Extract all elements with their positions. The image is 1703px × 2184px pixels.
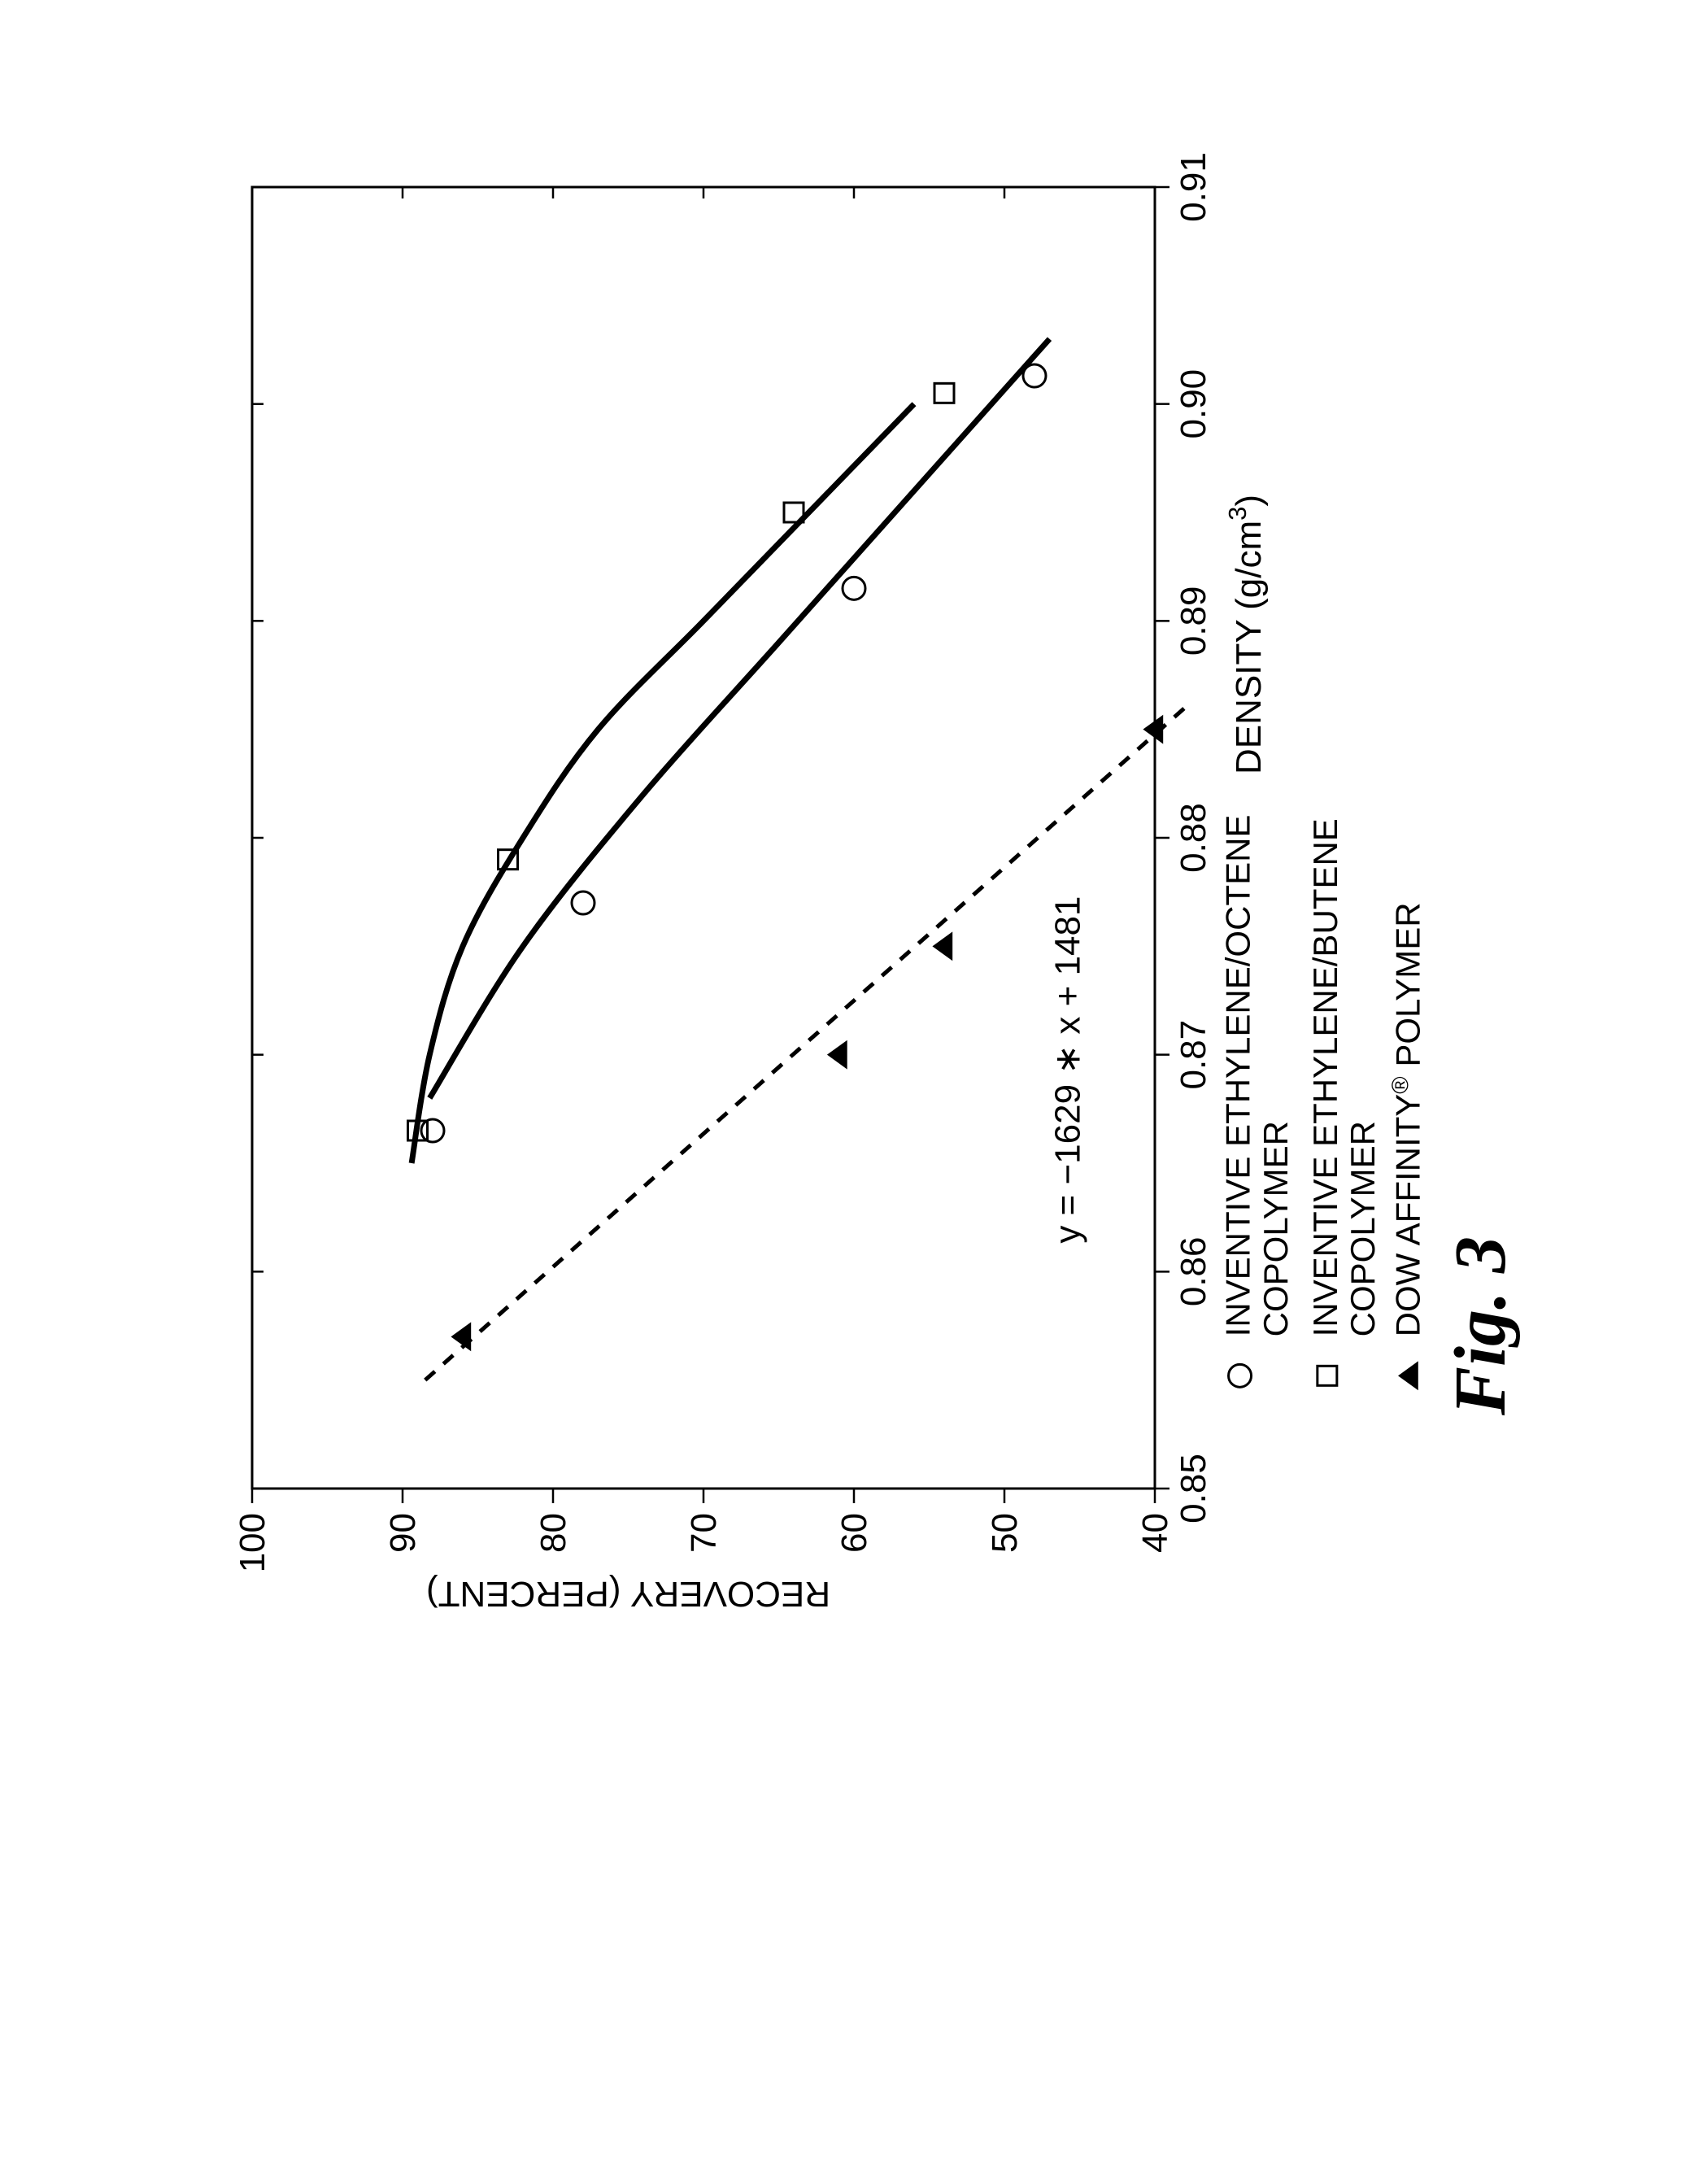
x-tick-label: 0.88: [1174, 803, 1213, 873]
x-tick-label: 0.91: [1174, 152, 1213, 222]
legend-marker-0: [1229, 1364, 1252, 1387]
series-1-point-3: [934, 383, 954, 403]
legend-label-1-l2: COPOLYMER: [1344, 1121, 1382, 1336]
x-tick-label: 0.85: [1174, 1454, 1213, 1524]
series-0-point-3: [1023, 364, 1046, 387]
x-tick-label: 0.90: [1174, 369, 1213, 439]
regression-equation: y = −1629 ∗ x + 1481: [1048, 896, 1088, 1244]
plot-border: [252, 187, 1155, 1489]
series-2-point-3: [1144, 717, 1162, 743]
legend-marker-1: [1318, 1366, 1337, 1385]
chart-svg: 0.85 0.86 0.87 0.88 0.89 0.90 0.91 40 50 60 70 80 90…: [33, 33, 1670, 2151]
series-2-point-1: [829, 1042, 847, 1068]
series-line-0: [429, 339, 1049, 1098]
legend-label-0-l2: COPOLYMER: [1257, 1121, 1295, 1336]
legend-marker-2: [1400, 1362, 1418, 1388]
y-axis-label: RECOVERY (PERCENT): [426, 1574, 830, 1614]
series-0-point-1: [572, 891, 595, 914]
figure-label: Fig. 3: [1440, 1236, 1521, 1416]
y-tick-label: 50: [985, 1513, 1025, 1553]
series-0-point-0: [421, 1119, 444, 1142]
y-tick-label: 60: [834, 1513, 874, 1553]
legend-label-1-l1: INVENTIVE ETHYLENE/BUTENE: [1306, 818, 1344, 1336]
series-0-point-2: [843, 577, 865, 599]
legend-label-2-l1: DOW AFFINITY® POLYMER: [1388, 902, 1427, 1336]
y-tick-label: 70: [684, 1513, 724, 1553]
figure-container: 0.85 0.86 0.87 0.88 0.89 0.90 0.91 40 50 60 70 80 90…: [33, 33, 1670, 2151]
series-2-point-2: [934, 933, 952, 959]
x-tick-label: 0.87: [1174, 1020, 1213, 1090]
x-tick-label: 0.86: [1174, 1237, 1213, 1307]
legend-label-0-l1: INVENTIVE ETHYLENE/OCTENE: [1219, 815, 1257, 1337]
y-tick-label: 80: [534, 1513, 573, 1553]
y-tick-label: 100: [233, 1513, 272, 1572]
x-tick-label: 0.89: [1174, 586, 1213, 656]
x-axis-label: DENSITY (g/cm3): [1223, 495, 1269, 774]
y-tick-label: 90: [383, 1513, 423, 1553]
y-tick-label: 40: [1135, 1513, 1175, 1553]
